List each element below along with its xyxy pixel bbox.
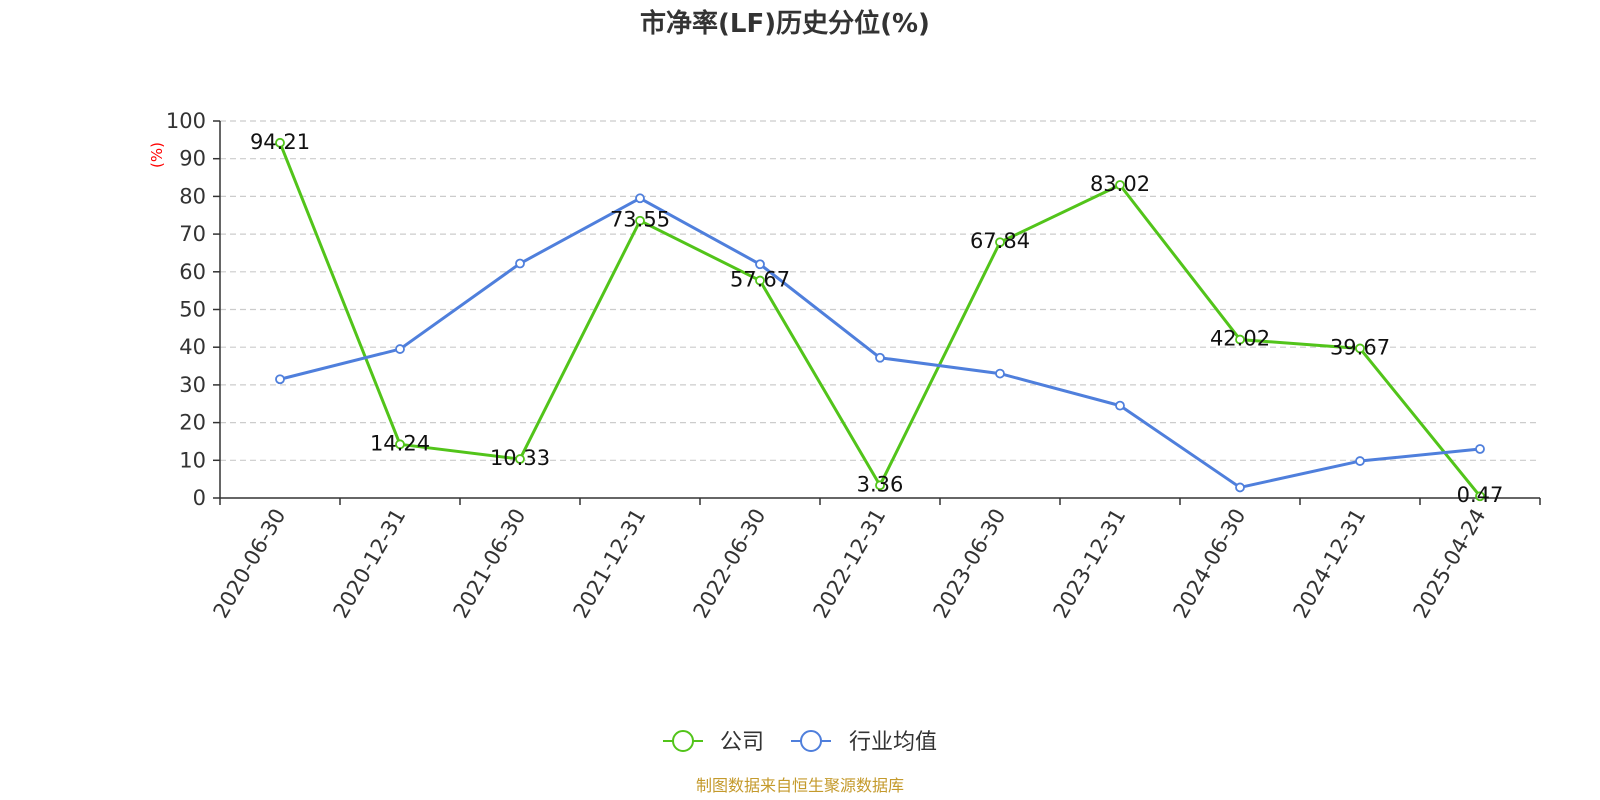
data-point xyxy=(515,258,525,269)
data-point xyxy=(995,237,1005,248)
y-tick-label: 30 xyxy=(179,373,206,397)
y-tick-label: 70 xyxy=(179,222,206,246)
legend-label: 公司 xyxy=(720,730,764,755)
data-label: 67.84 xyxy=(970,229,1030,253)
data-label: 94.21 xyxy=(250,130,310,154)
data-point xyxy=(395,439,405,450)
data-labels: 94.21 14.24 10.33 73.55 57.67 3.36 67.84 83.02 4… xyxy=(250,130,1503,507)
y-tick-label: 60 xyxy=(179,260,206,284)
axes: 0 10 20 30 40 50 60 70 80 90 100 2020-06-30 2020-12-… xyxy=(166,109,1541,623)
x-tick-label: 2025-04-24 xyxy=(1409,505,1491,623)
data-label: 14.24 xyxy=(370,431,430,455)
data-label: 10.33 xyxy=(490,446,550,470)
data-point xyxy=(1355,456,1365,466)
x-tick-label: 2020-06-30 xyxy=(209,505,291,623)
y-tick-label: 80 xyxy=(179,184,206,208)
x-tick-label: 2023-12-31 xyxy=(1049,505,1131,623)
data-label: 57.67 xyxy=(730,268,790,292)
data-point xyxy=(1235,334,1245,345)
y-tick-label: 90 xyxy=(179,147,206,171)
y-tick-label: 40 xyxy=(179,335,206,359)
data-label: 42.02 xyxy=(1210,327,1270,351)
legend-marker-icon xyxy=(672,730,694,752)
x-tick-label: 2022-06-30 xyxy=(689,505,771,623)
data-point xyxy=(275,137,285,148)
data-point xyxy=(755,259,765,270)
data-point xyxy=(635,215,645,226)
data-point xyxy=(1235,482,1245,493)
data-point xyxy=(1115,400,1125,411)
series xyxy=(275,137,1485,502)
data-point xyxy=(1475,444,1485,454)
data-point xyxy=(635,193,645,204)
x-tick-label: 2024-12-31 xyxy=(1289,505,1371,623)
data-point xyxy=(995,368,1005,379)
x-tick-label: 2020-12-31 xyxy=(329,505,411,623)
data-point xyxy=(1475,491,1485,502)
chart-title: 市净率(LF)历史分位(%) xyxy=(640,8,930,39)
data-label: 73.55 xyxy=(610,208,670,232)
data-label: 39.67 xyxy=(1330,335,1390,359)
x-tick-label: 2021-06-30 xyxy=(449,505,531,623)
x-tick-label: 2022-12-31 xyxy=(809,505,891,623)
y-tick-label: 20 xyxy=(179,411,206,435)
legend-marker-icon xyxy=(800,730,822,752)
data-point xyxy=(875,352,885,363)
y-tick-label: 100 xyxy=(166,109,206,133)
data-point xyxy=(875,480,885,491)
y-tick-label: 10 xyxy=(179,448,206,472)
legend[interactable]: 公司 行业均值 xyxy=(663,730,937,755)
data-label: 0.47 xyxy=(1457,483,1504,507)
data-point xyxy=(755,275,765,286)
data-point xyxy=(1115,180,1125,190)
x-tick-label: 2023-06-30 xyxy=(929,505,1011,623)
data-label: 83.02 xyxy=(1090,172,1150,196)
grid xyxy=(220,120,1540,461)
data-point xyxy=(395,344,405,354)
y-tick-label: 50 xyxy=(179,298,206,322)
data-point xyxy=(275,374,285,385)
x-tick-label: 2021-12-31 xyxy=(569,505,651,623)
legend-label: 行业均值 xyxy=(849,730,937,755)
y-tick-label: 0 xyxy=(193,486,206,510)
data-point xyxy=(515,454,525,464)
source-note: 制图数据来自恒生聚源数据库 xyxy=(696,776,904,795)
legend-item-industry-average[interactable]: 行业均值 xyxy=(791,730,937,755)
y-axis-unit-label: (%) xyxy=(148,142,166,168)
data-label: 3.36 xyxy=(857,472,904,496)
x-tick-label: 2024-06-30 xyxy=(1169,505,1251,623)
data-point xyxy=(1355,343,1365,354)
legend-item-company[interactable]: 公司 xyxy=(663,730,764,755)
